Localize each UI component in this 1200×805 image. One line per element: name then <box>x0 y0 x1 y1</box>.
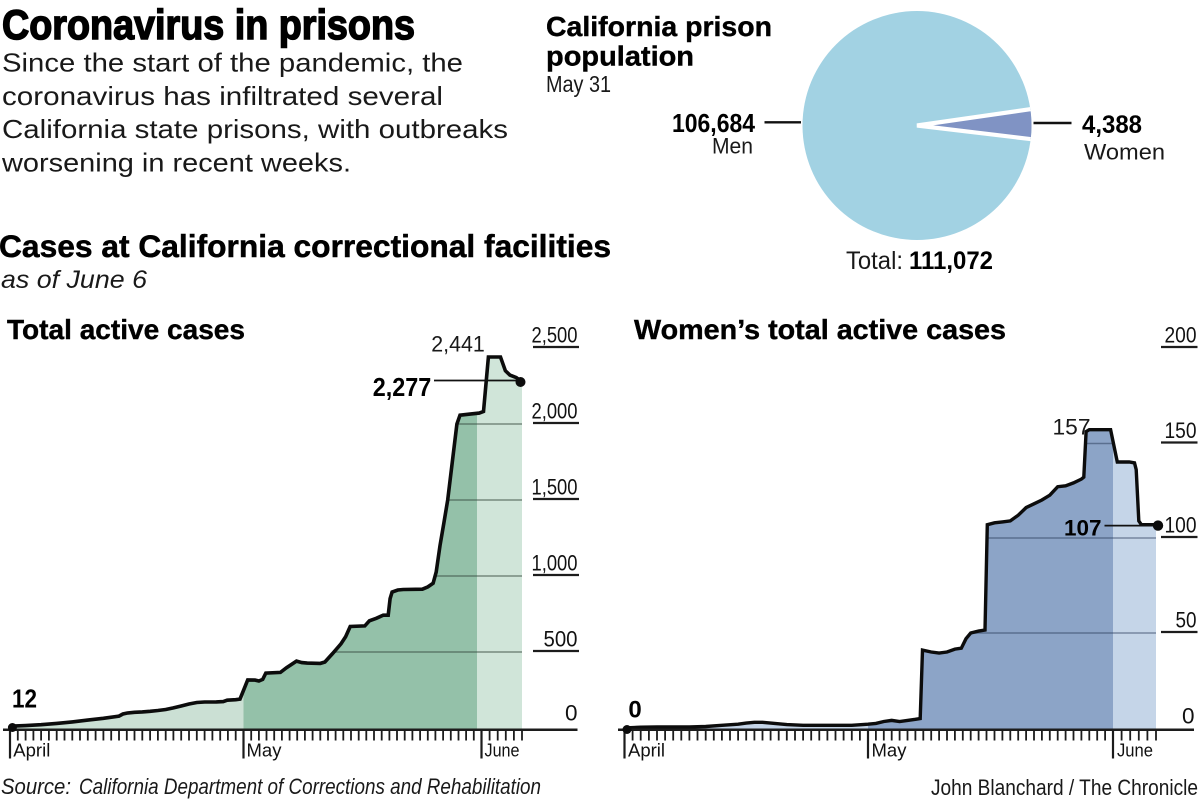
svg-text:106,684: 106,684 <box>672 108 755 138</box>
svg-text:June: June <box>485 740 520 761</box>
svg-text:157: 157 <box>1053 415 1091 440</box>
svg-text:Total active cases: Total active cases <box>7 314 245 345</box>
svg-text:500: 500 <box>544 627 578 652</box>
svg-text:coronavirus has infiltrated se: coronavirus has infiltrated several <box>2 81 443 111</box>
svg-text:2,277: 2,277 <box>373 374 432 402</box>
svg-text:100: 100 <box>1165 513 1197 538</box>
svg-text:200: 200 <box>1165 323 1197 348</box>
svg-text:May 31: May 31 <box>546 71 611 97</box>
svg-text:May: May <box>247 740 283 761</box>
svg-text:2,441: 2,441 <box>431 331 485 356</box>
svg-text:Men: Men <box>712 134 753 159</box>
svg-text:April: April <box>13 740 50 761</box>
svg-text:Source:California Department o: Source: California Department of Correcti… <box>1 774 541 799</box>
svg-text:2,500: 2,500 <box>532 323 578 348</box>
svg-text:California state prisons, with: California state prisons, with outbreaks <box>2 114 508 144</box>
svg-text:June: June <box>1117 740 1153 761</box>
svg-text:John Blanchard / The Chronicle: John Blanchard / The Chronicle <box>931 775 1198 800</box>
svg-text:California prison: California prison <box>546 11 772 42</box>
svg-text:50: 50 <box>1176 608 1197 633</box>
svg-text:April: April <box>628 740 665 761</box>
svg-text:population: population <box>546 40 694 71</box>
svg-text:2,000: 2,000 <box>532 399 578 424</box>
svg-text:worsening in recent weeks.: worsening in recent weeks. <box>1 147 351 177</box>
svg-text:150: 150 <box>1165 418 1197 443</box>
svg-text:1,000: 1,000 <box>532 551 578 576</box>
svg-text:12: 12 <box>12 684 37 714</box>
svg-text:Total:: Total: <box>846 247 903 275</box>
svg-text:Women’s total active cases: Women’s total active cases <box>634 314 1006 345</box>
svg-text:as of June 6: as of June 6 <box>1 266 147 294</box>
svg-text:Cases at California correction: Cases at California correctional facilit… <box>0 228 611 264</box>
svg-text:1,500: 1,500 <box>532 475 578 500</box>
svg-text:Since the start of the pandemi: Since the start of the pandemic, the <box>2 48 463 78</box>
svg-text:111,072: 111,072 <box>909 247 993 275</box>
svg-text:May: May <box>872 740 908 761</box>
svg-text:0: 0 <box>565 701 578 726</box>
svg-text:107: 107 <box>1064 516 1102 541</box>
svg-text:4,388: 4,388 <box>1082 111 1142 139</box>
svg-text:Coronavirus in prisons: Coronavirus in prisons <box>2 1 415 48</box>
svg-text:0: 0 <box>1182 704 1195 729</box>
svg-text:0: 0 <box>628 697 641 724</box>
svg-text:Women: Women <box>1084 140 1165 165</box>
